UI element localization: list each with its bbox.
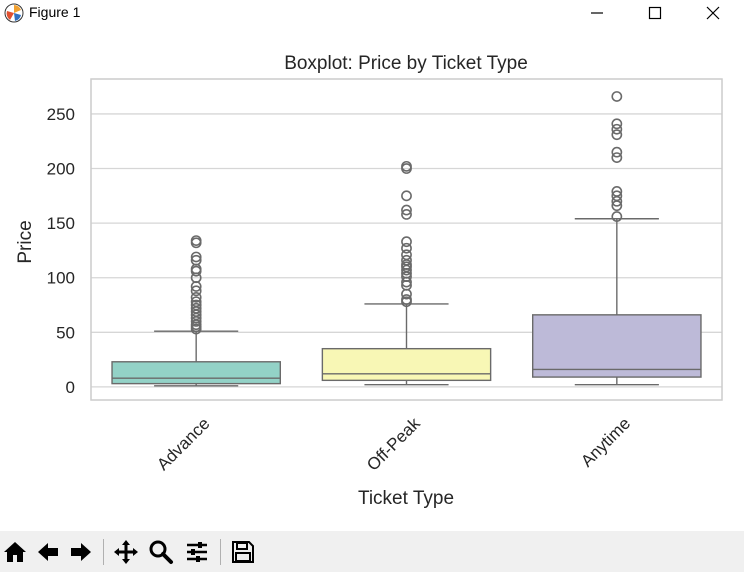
outlier-point — [611, 190, 623, 202]
home-icon — [4, 542, 26, 562]
chart-title: Boxplot: Price by Ticket Type — [284, 53, 528, 74]
box-group-anytime — [532, 91, 702, 386]
outlier-point — [401, 249, 412, 261]
outlier-point — [401, 160, 412, 172]
outlier-point — [611, 146, 623, 158]
outlier-point — [190, 251, 202, 263]
maximize-button[interactable] — [626, 0, 684, 26]
outlier-point — [401, 190, 412, 202]
outlier-point — [611, 123, 623, 135]
save-button[interactable] — [228, 537, 258, 567]
outlier-point — [611, 91, 623, 102]
figure-canvas: 0 50 100 150 200 250 Advance Off-Peak Anytime B… — [0, 26, 744, 531]
y-tick-label: 100 — [47, 269, 75, 288]
x-tick-label: Off-Peak — [363, 414, 424, 475]
navigation-toolbar — [0, 531, 744, 572]
outlier-point — [401, 242, 412, 254]
toolbar-separator — [220, 539, 221, 565]
title-bar: Figure 1 — [0, 0, 744, 26]
x-tick-labels: Advance Off-Peak Anytime — [153, 414, 634, 475]
boxplot-chart: 0 50 100 150 200 250 Advance Off-Peak Anytime B… — [15, 53, 723, 509]
toolbar-separator — [103, 539, 104, 565]
minimize-button[interactable] — [568, 0, 626, 26]
forward-button[interactable] — [66, 537, 96, 567]
save-icon — [232, 541, 254, 563]
iqr-box — [532, 314, 702, 378]
close-button[interactable] — [684, 0, 742, 26]
x-tick-label: Anytime — [577, 414, 634, 471]
box-group-advance — [111, 235, 281, 387]
configure-subplots-button[interactable] — [182, 537, 212, 567]
outlier-point — [401, 208, 412, 220]
home-button[interactable] — [0, 537, 30, 567]
outlier-point — [611, 152, 623, 164]
forward-icon — [71, 543, 91, 561]
maximize-icon — [648, 6, 662, 20]
zoom-icon — [149, 540, 173, 564]
close-icon — [706, 6, 720, 20]
outlier-point — [190, 299, 202, 311]
boxes — [111, 91, 702, 387]
y-tick-label: 200 — [47, 160, 75, 179]
outlier-point — [611, 211, 623, 222]
outlier-point — [611, 186, 623, 197]
pan-button[interactable] — [111, 537, 141, 567]
pan-icon — [114, 540, 138, 564]
outlier-point — [401, 254, 412, 266]
outlier-point — [190, 254, 202, 266]
y-axis-label: Price — [15, 220, 36, 263]
outlier-point — [611, 129, 623, 141]
x-tick-label: Advance — [153, 414, 213, 474]
matplotlib-logo-icon — [4, 3, 24, 23]
outlier-point — [190, 235, 202, 246]
outlier-point — [401, 236, 412, 248]
y-tick-label: 150 — [47, 214, 75, 233]
plot-frame — [90, 78, 723, 401]
outlier-point — [190, 291, 202, 303]
y-tick-label: 0 — [66, 378, 75, 397]
back-icon — [38, 543, 58, 561]
outlier-point — [611, 118, 623, 130]
configure-icon — [187, 542, 207, 562]
zoom-button[interactable] — [146, 537, 176, 567]
outlier-point — [190, 285, 202, 297]
minimize-icon — [591, 12, 603, 14]
outlier-point — [190, 296, 202, 308]
window-title: Figure 1 — [29, 4, 81, 20]
outlier-point — [190, 302, 202, 314]
box-group-off-peak — [321, 160, 492, 386]
y-tick-labels: 0 50 100 150 200 250 — [47, 105, 75, 397]
outlier-point — [401, 294, 412, 305]
iqr-box — [111, 361, 281, 385]
iqr-box — [321, 347, 492, 382]
y-tick-label: 50 — [56, 323, 75, 342]
outlier-point — [401, 204, 412, 216]
back-button[interactable] — [33, 537, 63, 567]
y-tick-label: 250 — [47, 105, 75, 124]
x-axis-label: Ticket Type — [358, 488, 454, 509]
